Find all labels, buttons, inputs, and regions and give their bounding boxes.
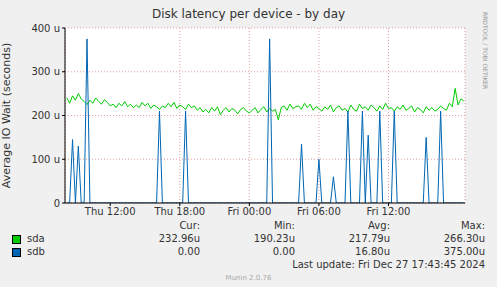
html-text:232.96u: 232.96u	[158, 233, 200, 244]
html-text:Max:: Max:	[461, 220, 485, 231]
html-text:266.30u: 266.30u	[443, 233, 485, 244]
html-text:217.79u: 217.79u	[348, 233, 390, 244]
html-text:Min:: Min:	[273, 220, 295, 231]
html-text:RRDTOOL / TOBI OETIKER: RRDTOOL / TOBI OETIKER	[482, 12, 489, 90]
svg-text:Thu 18:00: Thu 18:00	[153, 206, 205, 217]
html-text:Disk latency per device - by d: Disk latency per device - by day	[151, 7, 346, 21]
svg-text:0: 0	[54, 198, 60, 209]
html-text:sdb: sdb	[27, 246, 45, 257]
html-text:sda: sda	[27, 233, 45, 244]
svg-text:Fri 12:00: Fri 12:00	[367, 206, 411, 217]
html-text:0.00: 0.00	[177, 246, 200, 257]
html-text:Cur:: Cur:	[179, 220, 200, 231]
svg-text:Thu 12:00: Thu 12:00	[84, 206, 136, 217]
svg-text:Average IO Wait (seconds): Average IO Wait (seconds)	[8, 43, 13, 188]
svg-text:Fri 06:00: Fri 06:00	[297, 206, 341, 217]
html-text:Avg:: Avg:	[368, 220, 390, 231]
html-text:Last update: Fri Dec 27 17:43:: Last update: Fri Dec 27 17:43:45 2024	[292, 259, 485, 270]
html-text:190.23u: 190.23u	[253, 233, 295, 244]
svg-text:400 u: 400 u	[31, 23, 60, 34]
html-text:375.00u: 375.00u	[443, 246, 485, 257]
svg-text:100 u: 100 u	[31, 154, 60, 165]
svg-text:200 u: 200 u	[31, 110, 60, 121]
svg-text:300 u: 300 u	[31, 66, 60, 77]
html-text:Munin 2.0.76: Munin 2.0.76	[225, 274, 272, 282]
html-text:0.00: 0.00	[272, 246, 295, 257]
svg-text:Fri 00:00: Fri 00:00	[227, 206, 271, 217]
html-text:16.80u: 16.80u	[355, 246, 390, 257]
